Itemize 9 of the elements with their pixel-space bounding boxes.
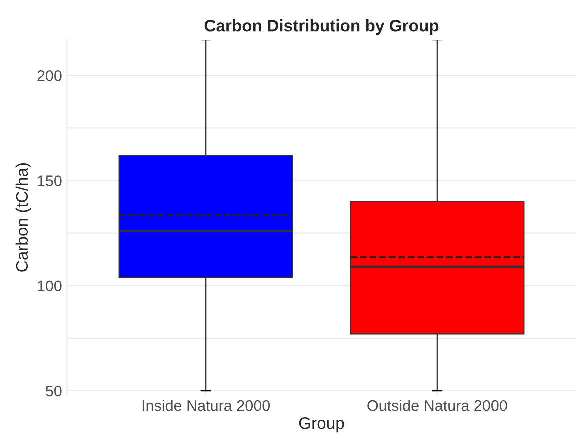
x-tick-label: Inside Natura 2000: [142, 400, 270, 412]
y-axis-title: Carbon (tC/ha): [16, 163, 32, 272]
x-axis-title: Group: [299, 417, 344, 433]
y-tick-label: 200: [38, 70, 62, 82]
x-tick-label: Outside Natura 2000: [368, 400, 508, 412]
y-tick-label: 100: [38, 280, 62, 292]
y-tick-label: 150: [38, 176, 62, 186]
chart-title: Carbon Distribution by Group: [204, 20, 439, 36]
y-tick-label: 50: [46, 386, 62, 397]
